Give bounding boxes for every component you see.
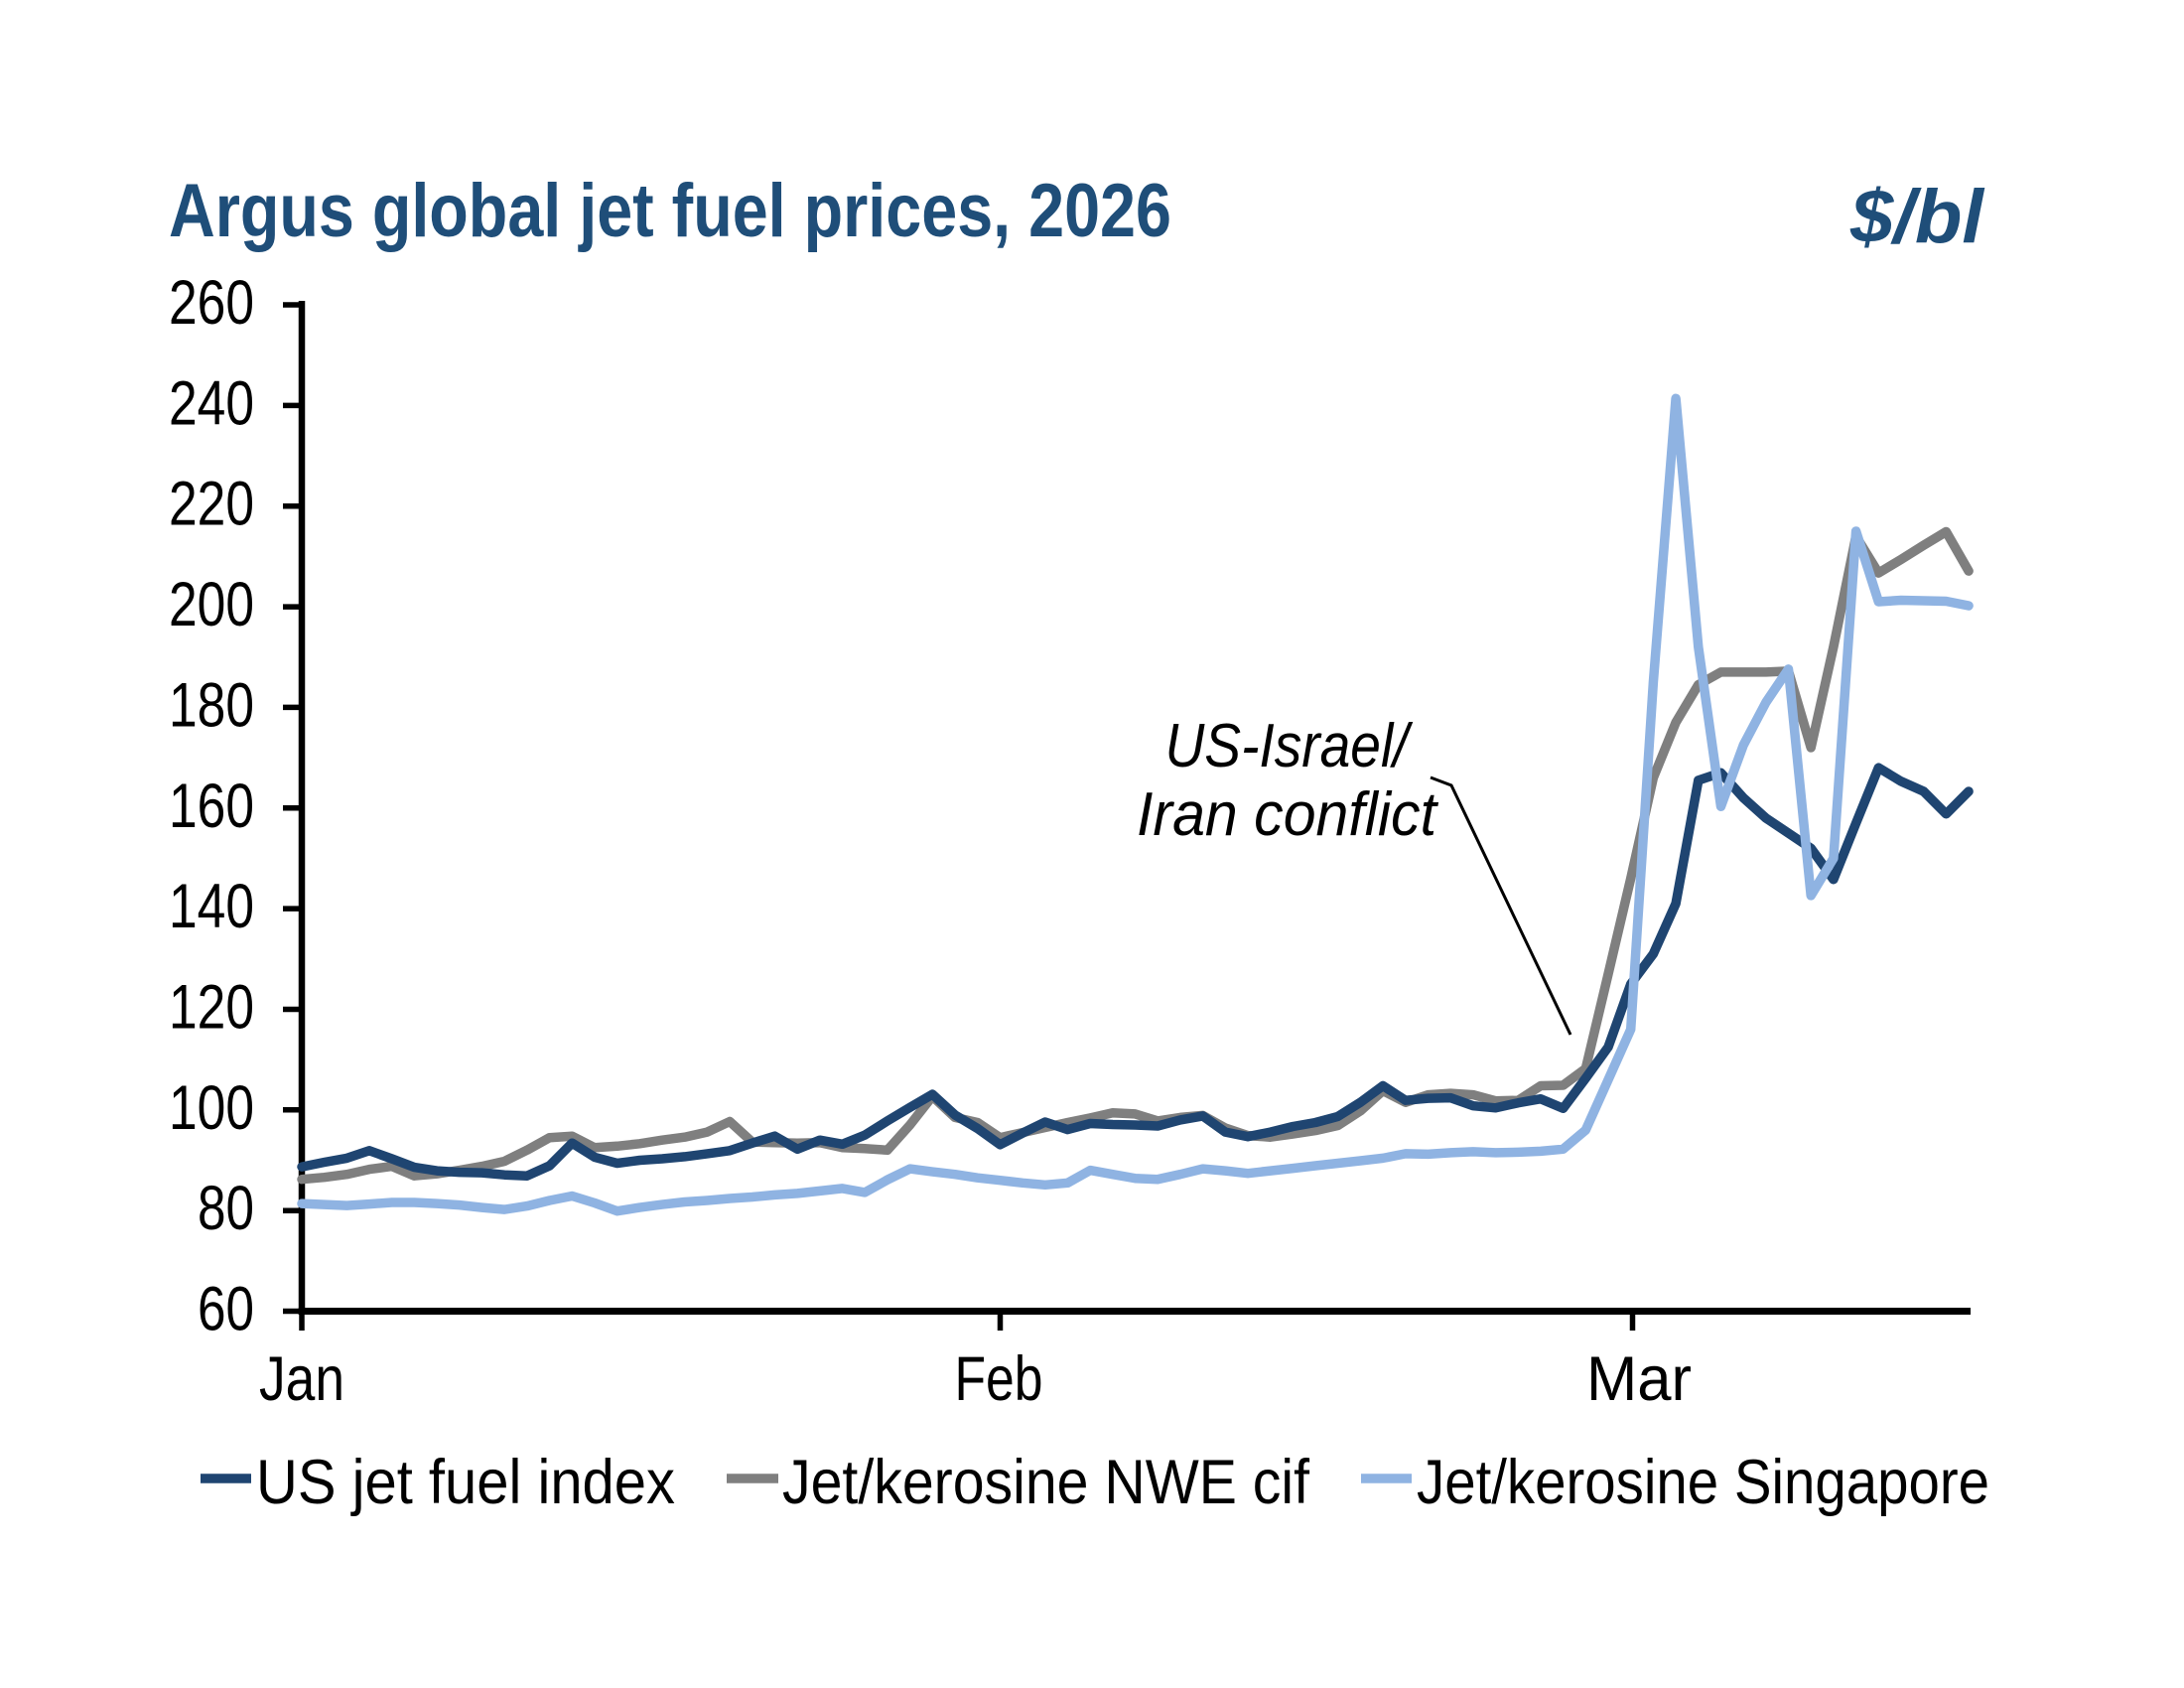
svg-text:US-Israel/: US-Israel/ <box>1165 712 1414 780</box>
svg-text:Feb: Feb <box>955 1344 1043 1414</box>
svg-text:160: 160 <box>169 772 254 841</box>
svg-text:Jet/kerosine NWE cif: Jet/kerosine NWE cif <box>782 1448 1309 1517</box>
svg-text:US jet fuel index: US jet fuel index <box>256 1448 675 1517</box>
svg-text:Jet/kerosine Singapore: Jet/kerosine Singapore <box>1417 1448 1989 1517</box>
svg-text:$/bl: $/bl <box>1849 175 1985 259</box>
svg-text:220: 220 <box>169 470 254 539</box>
svg-text:240: 240 <box>169 368 254 438</box>
svg-text:180: 180 <box>169 670 254 740</box>
svg-text:100: 100 <box>169 1073 254 1143</box>
svg-text:Iran conflict: Iran conflict <box>1137 780 1439 849</box>
svg-text:Jan: Jan <box>259 1344 344 1414</box>
svg-text:260: 260 <box>169 268 254 338</box>
svg-text:200: 200 <box>169 570 254 639</box>
svg-text:Mar: Mar <box>1586 1344 1692 1414</box>
svg-text:60: 60 <box>198 1275 254 1344</box>
svg-text:120: 120 <box>169 973 254 1043</box>
svg-text:140: 140 <box>169 872 254 941</box>
svg-text:80: 80 <box>198 1174 254 1243</box>
svg-text:Argus global jet fuel prices,: Argus global jet fuel prices, 2026 <box>169 169 1171 253</box>
